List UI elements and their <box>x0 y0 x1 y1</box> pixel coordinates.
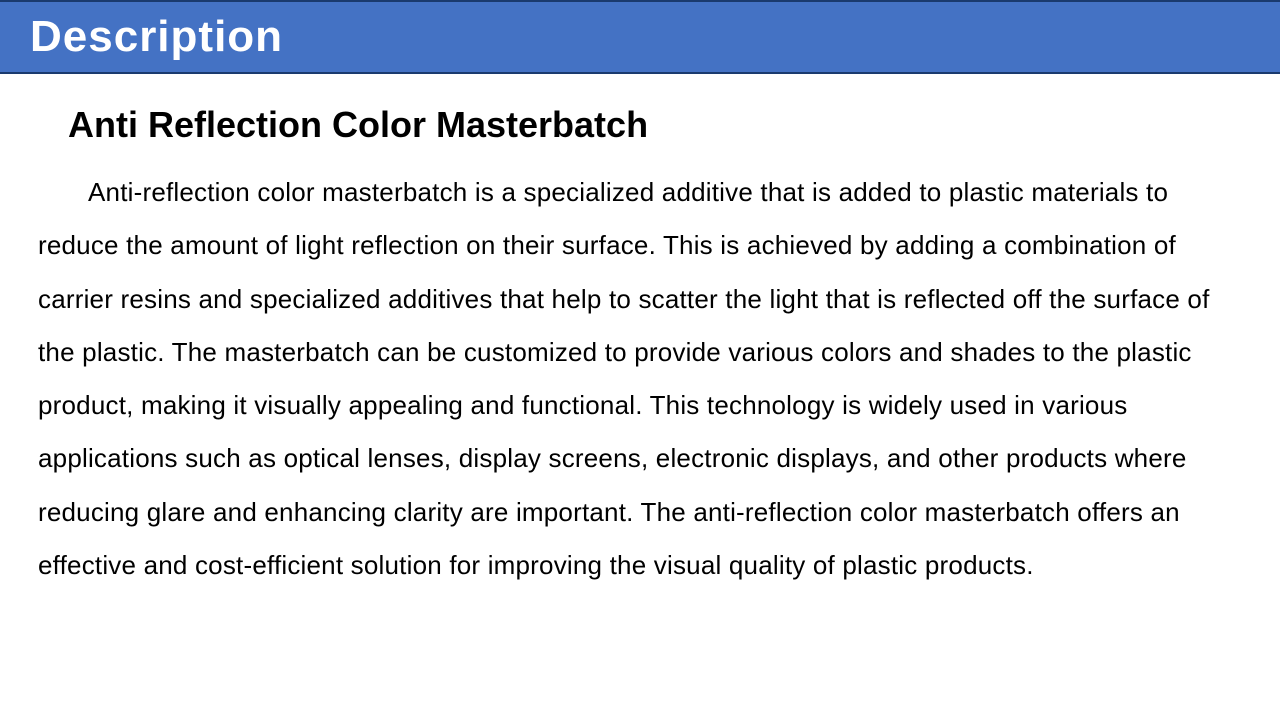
content-area: Anti Reflection Color Masterbatch Anti-r… <box>0 74 1280 612</box>
body-text: Anti-reflection color masterbatch is a s… <box>38 166 1242 592</box>
header-bar: Description <box>0 0 1280 74</box>
sub-title: Anti Reflection Color Masterbatch <box>68 104 1242 146</box>
header-title: Description <box>30 12 1250 62</box>
